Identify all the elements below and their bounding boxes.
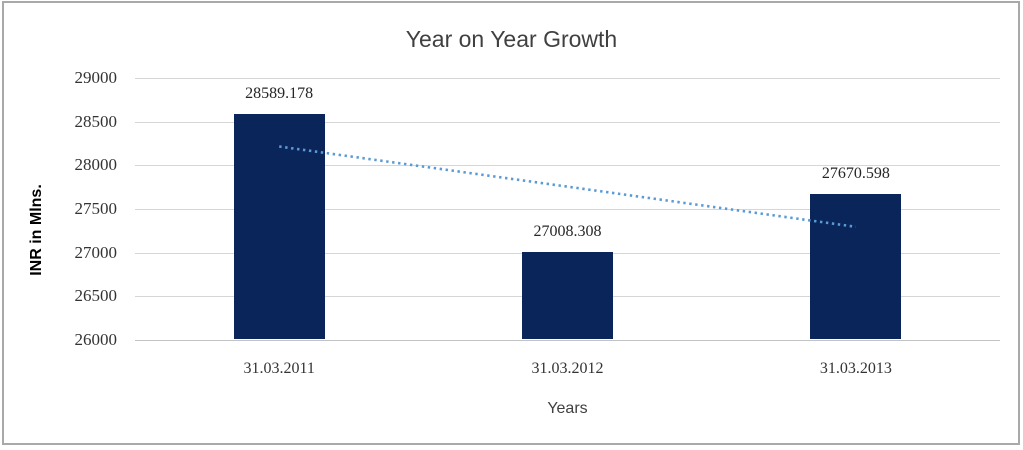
- data-label: 28589.178: [245, 84, 314, 102]
- y-tick-label: 26500: [74, 286, 118, 306]
- y-tick-label: 28500: [74, 111, 118, 131]
- y-tick-label: 29000: [74, 68, 118, 87]
- gridline: [135, 78, 1000, 79]
- x-category-label: 31.03.2012: [531, 360, 604, 377]
- x-category-label: 31.03.2013: [819, 360, 892, 377]
- plot-area: 28589.178 27008.308 27670.598 31.03.2011 31…: [135, 78, 1000, 377]
- gridline: [135, 209, 1000, 210]
- trendline: [279, 145, 856, 229]
- y-tick-label: 28000: [74, 155, 118, 175]
- gridline: [135, 340, 1000, 341]
- y-tick-label: 26000: [74, 330, 118, 349]
- x-axis-title: Years: [547, 400, 588, 417]
- bar-31.03.2013: [810, 194, 902, 339]
- trendline-dotted-line: [279, 145, 856, 229]
- y-tick-label: 27500: [74, 199, 118, 218]
- y-tick-label: 27000: [74, 242, 118, 262]
- data-label: 27670.598: [821, 165, 890, 183]
- gridline: [135, 165, 1000, 167]
- gridline: [135, 121, 1000, 123]
- data-label: 27008.308: [533, 222, 602, 240]
- chart-title: Year on Year Growth: [405, 26, 618, 52]
- bar-31.03.2012: [522, 251, 613, 339]
- x-category-label: 31.03.2011: [243, 360, 315, 377]
